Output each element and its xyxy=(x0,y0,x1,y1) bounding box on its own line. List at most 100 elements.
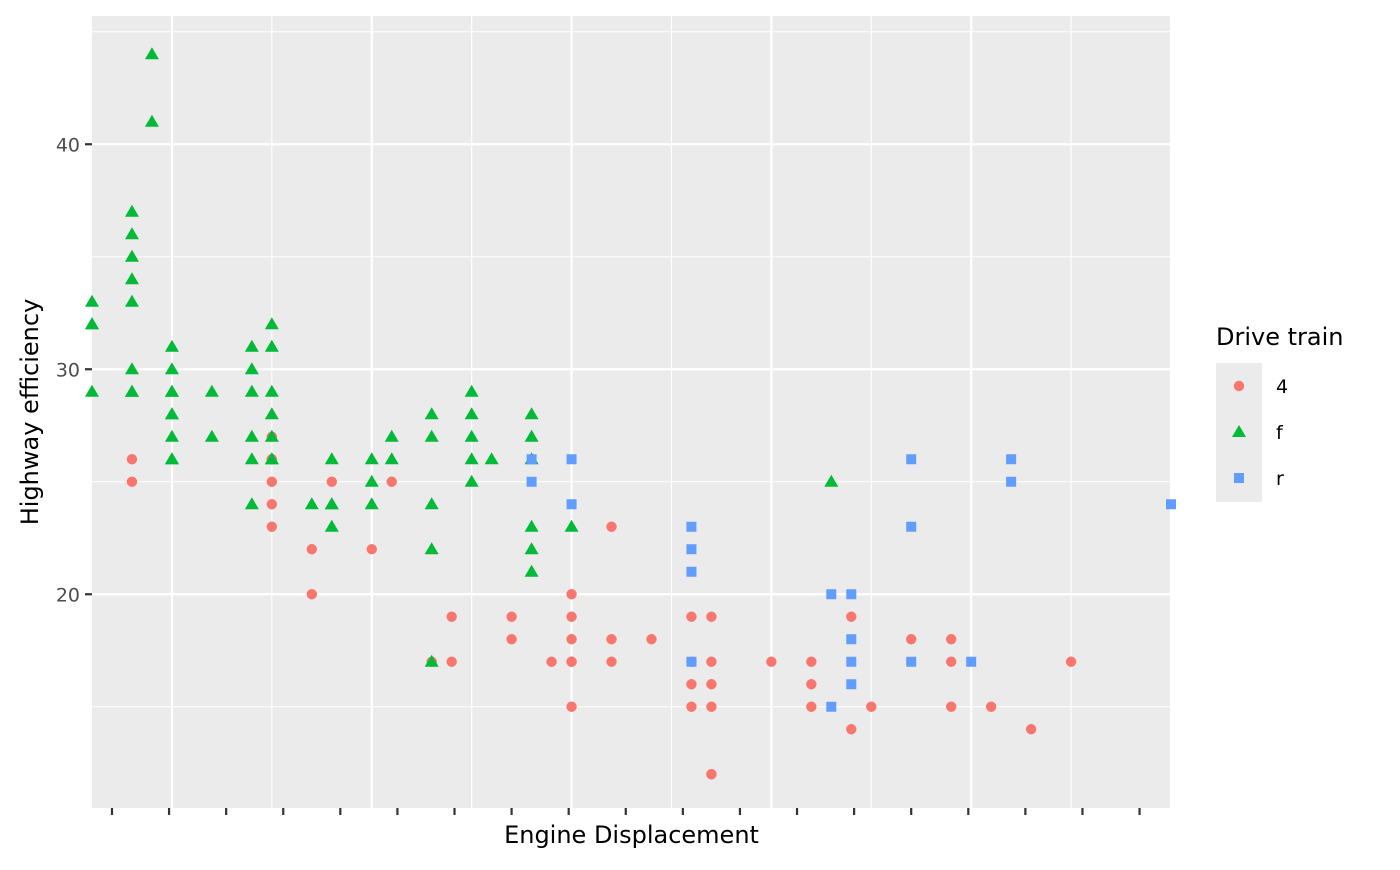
data-point-4 xyxy=(606,634,617,645)
data-point-r xyxy=(686,566,697,577)
data-point-f xyxy=(244,452,259,465)
data-point-4 xyxy=(506,611,517,622)
data-point-4 xyxy=(446,611,457,622)
data-point-4 xyxy=(566,634,577,645)
data-point-f xyxy=(424,407,439,420)
data-point-r xyxy=(526,476,537,487)
x-axis xyxy=(110,808,1141,815)
data-point-f xyxy=(124,204,139,217)
data-point-4 xyxy=(606,656,617,667)
data-point-4 xyxy=(686,679,697,690)
data-point-f xyxy=(124,272,139,285)
data-point-f xyxy=(564,519,579,532)
data-point-r xyxy=(826,701,837,712)
legend-items: 4 f r xyxy=(1232,376,1288,490)
data-point-f xyxy=(324,452,339,465)
data-point-f xyxy=(144,114,159,127)
data-point-f xyxy=(164,339,179,352)
data-point-f xyxy=(164,362,179,375)
data-point-f xyxy=(824,474,839,487)
data-point-4 xyxy=(946,634,957,645)
data-point-4 xyxy=(366,544,377,555)
data-point-r xyxy=(906,656,917,667)
data-point-r xyxy=(1006,476,1017,487)
data-point-f xyxy=(524,519,539,532)
data-point-f xyxy=(524,407,539,420)
data-point-4 xyxy=(706,656,717,667)
data-point-f xyxy=(264,339,279,352)
x-axis-title: Engine Displacement xyxy=(504,821,759,849)
data-point-f xyxy=(244,497,259,510)
data-point-f xyxy=(164,384,179,397)
data-points xyxy=(85,47,1176,780)
legend-key-4 xyxy=(1233,380,1245,392)
data-point-r xyxy=(906,454,917,465)
data-point-4 xyxy=(566,656,577,667)
data-point-f xyxy=(124,294,139,307)
legend-label-4: 4 xyxy=(1276,376,1288,398)
data-point-f xyxy=(124,249,139,262)
data-point-r xyxy=(826,589,837,600)
y-axis-title: Highway efficiency xyxy=(16,299,44,526)
data-point-4 xyxy=(566,701,577,712)
legend-key-r xyxy=(1234,473,1244,483)
data-point-f xyxy=(244,362,259,375)
data-point-f xyxy=(324,519,339,532)
data-point-f xyxy=(244,384,259,397)
data-point-4 xyxy=(806,656,817,667)
data-point-f xyxy=(424,497,439,510)
data-point-4 xyxy=(266,521,278,532)
y-tick-label: 40 xyxy=(56,134,80,156)
data-point-r xyxy=(846,679,857,690)
data-point-f xyxy=(144,47,159,60)
data-point-4 xyxy=(706,769,717,780)
data-point-4 xyxy=(866,701,877,712)
data-point-f xyxy=(384,429,399,442)
data-point-r xyxy=(686,656,697,667)
data-point-f xyxy=(464,407,479,420)
data-point-f xyxy=(85,384,99,397)
legend-label-r: r xyxy=(1276,468,1284,490)
data-point-r xyxy=(686,521,697,532)
data-point-f xyxy=(304,497,319,510)
data-point-4 xyxy=(706,701,717,712)
data-point-f xyxy=(204,384,219,397)
data-point-4 xyxy=(306,544,317,555)
data-point-4 xyxy=(446,656,457,667)
data-point-f xyxy=(264,317,279,330)
y-tick-label: 20 xyxy=(56,584,80,606)
data-point-f xyxy=(164,429,179,442)
data-point-f xyxy=(85,294,99,307)
data-point-f xyxy=(164,452,179,465)
data-point-f xyxy=(484,452,499,465)
data-point-4 xyxy=(126,476,138,487)
major-gridlines xyxy=(92,16,1173,808)
data-point-4 xyxy=(326,476,337,487)
data-point-4 xyxy=(686,701,697,712)
data-point-f xyxy=(464,429,479,442)
data-point-4 xyxy=(606,521,617,532)
data-point-r xyxy=(846,634,857,645)
data-point-4 xyxy=(846,724,857,735)
data-point-4 xyxy=(806,701,817,712)
data-point-4 xyxy=(546,656,557,667)
data-point-f xyxy=(524,429,539,442)
data-point-4 xyxy=(386,476,397,487)
data-point-4 xyxy=(806,679,817,690)
data-point-4 xyxy=(706,679,717,690)
data-point-f xyxy=(124,384,139,397)
data-point-f xyxy=(424,654,439,667)
data-point-f xyxy=(424,429,439,442)
data-point-f xyxy=(204,429,219,442)
legend-title: Drive train xyxy=(1216,323,1343,351)
plot-panel xyxy=(92,16,1171,808)
data-point-r xyxy=(566,499,577,510)
data-point-f xyxy=(85,317,99,330)
data-point-4 xyxy=(306,589,317,600)
legend-label-f: f xyxy=(1276,422,1284,444)
data-point-4 xyxy=(985,701,997,712)
data-point-4 xyxy=(126,454,138,465)
data-point-4 xyxy=(1025,724,1037,735)
data-point-f xyxy=(264,429,279,442)
